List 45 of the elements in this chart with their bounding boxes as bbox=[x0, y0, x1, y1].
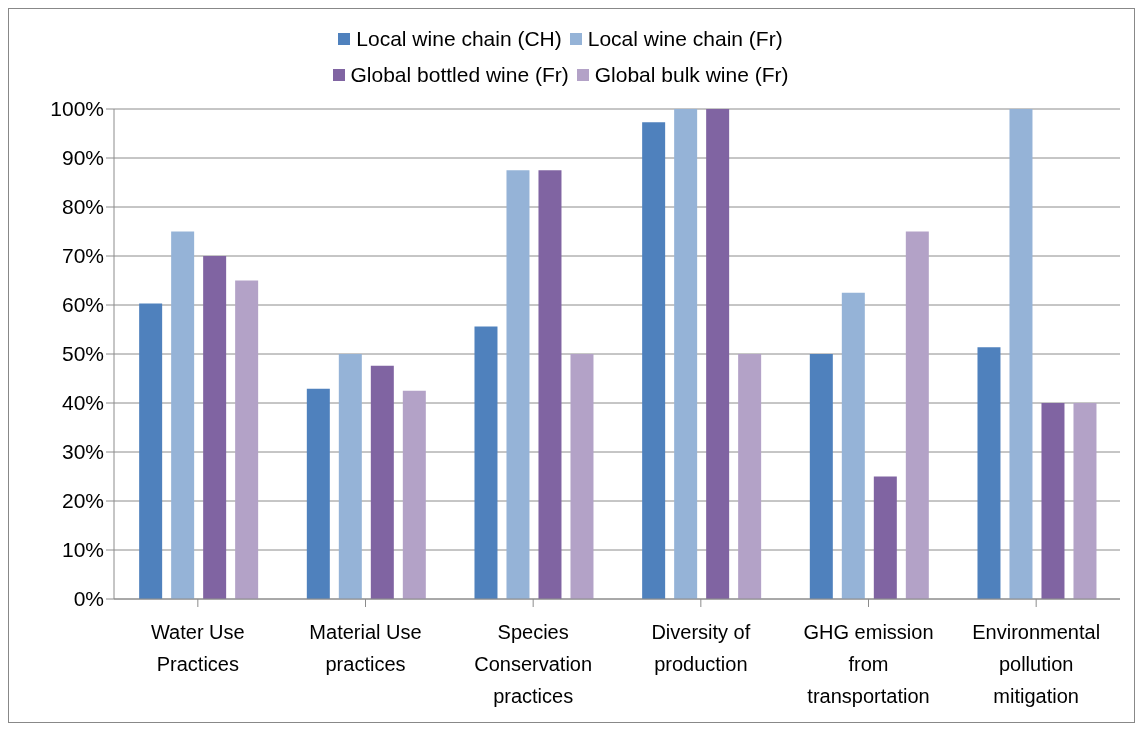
x-tick-label: Species Conservation practices bbox=[474, 621, 593, 707]
legend-label: Global bulk wine (Fr) bbox=[594, 63, 789, 87]
bar bbox=[706, 109, 730, 599]
y-tick-label: 40% bbox=[61, 391, 104, 415]
bar bbox=[674, 109, 698, 599]
bar bbox=[1041, 403, 1065, 599]
bar bbox=[905, 231, 929, 599]
legend-label: Local wine chain (CH) bbox=[356, 27, 562, 51]
legend-label: Global bottled wine (Fr) bbox=[350, 63, 569, 87]
bar bbox=[370, 365, 394, 599]
y-tick-label: 100% bbox=[50, 97, 104, 121]
bar bbox=[474, 326, 498, 599]
legend-label: Local wine chain (Fr) bbox=[587, 27, 783, 51]
bar bbox=[642, 122, 666, 599]
bar bbox=[338, 354, 362, 599]
bar bbox=[1009, 109, 1033, 599]
x-tick-label: Material Use practices bbox=[309, 621, 422, 675]
x-tick-label: GHG emission from transportation bbox=[803, 621, 934, 707]
y-tick-label: 10% bbox=[61, 538, 104, 562]
x-tick-label: Water Use Practices bbox=[150, 621, 245, 675]
y-tick-label: 60% bbox=[61, 293, 104, 317]
bar bbox=[235, 280, 259, 599]
bar bbox=[1073, 403, 1097, 599]
y-tick-label: 80% bbox=[61, 195, 104, 219]
x-tick-label: Diversity of production bbox=[651, 621, 751, 675]
bar bbox=[306, 388, 330, 599]
bar bbox=[873, 476, 897, 599]
y-tick-label: 20% bbox=[61, 489, 104, 513]
y-tick-label: 70% bbox=[61, 244, 104, 268]
bar bbox=[506, 170, 530, 599]
bar bbox=[139, 303, 163, 599]
y-tick-label: 50% bbox=[61, 342, 104, 366]
y-tick-label: 30% bbox=[61, 440, 104, 464]
bar bbox=[402, 390, 426, 599]
y-tick-label: 90% bbox=[61, 146, 104, 170]
bar bbox=[977, 347, 1001, 599]
bar bbox=[570, 354, 594, 599]
bar bbox=[809, 354, 833, 599]
y-tick-label: 0% bbox=[73, 587, 104, 611]
bar bbox=[738, 354, 762, 599]
x-tick-label: Environmental pollution mitigation bbox=[972, 621, 1101, 707]
bar bbox=[171, 231, 195, 599]
bar bbox=[203, 256, 227, 599]
bar bbox=[538, 170, 562, 599]
bar bbox=[841, 292, 865, 599]
